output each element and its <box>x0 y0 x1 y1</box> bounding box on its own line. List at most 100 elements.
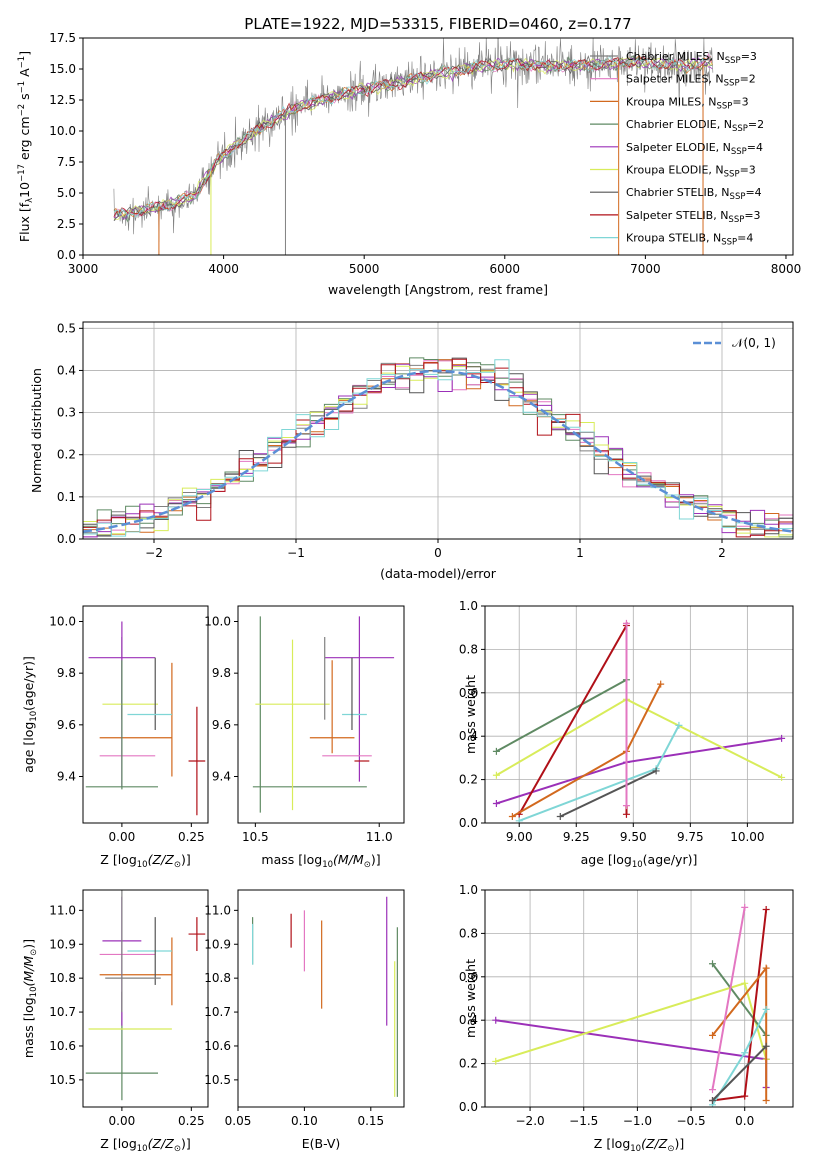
age_weight-ylabel: mass weight <box>463 675 478 754</box>
x-tick-label: 4000 <box>208 262 239 276</box>
y-tick-label: 10.0 <box>204 615 231 629</box>
y-tick-label: 0.0 <box>57 248 76 262</box>
y-tick-label: 0.4 <box>459 729 478 743</box>
ebv-mass-xlabel: E(B-V) <box>302 1136 341 1151</box>
weight-marker <box>762 1042 770 1050</box>
weight-marker <box>741 1092 749 1100</box>
y-tick-label: 0.2 <box>459 1057 478 1071</box>
weight-marker <box>556 812 564 820</box>
errorbar-point <box>188 917 206 952</box>
axes-frame <box>484 889 794 1108</box>
plot-area <box>85 890 206 1101</box>
y-tick-label: 0.2 <box>459 773 478 787</box>
weight-marker <box>709 1096 717 1104</box>
z-mass-xlabel: Z [log10(Z/Z⊙)] <box>100 1136 190 1154</box>
x-tick-label: −2 <box>145 546 163 560</box>
y-tick-label: 9.8 <box>57 666 76 680</box>
x-tick-label: 10.5 <box>242 830 269 844</box>
y-tick-label: 1.0 <box>459 599 478 613</box>
x-tick-label: 0 <box>434 546 442 560</box>
weight-line-chabrier_stelib <box>711 1045 767 1102</box>
weight-marker <box>675 721 683 729</box>
spectrum-title: PLATE=1922, MJD=53315, FIBERID=0460, z=0… <box>244 15 631 33</box>
weight-marker <box>622 619 630 627</box>
y-tick-label: 0.5 <box>57 321 76 335</box>
x-tick-label: −1.5 <box>569 1114 598 1128</box>
residuals-xlabel: (data-model)/error <box>380 566 497 581</box>
y-tick-label: 10.9 <box>49 937 76 951</box>
weight-marker <box>741 903 749 911</box>
y-tick-label: 1.0 <box>459 883 478 897</box>
y-tick-label: 0.0 <box>57 532 76 546</box>
weight-marker <box>762 906 770 914</box>
errorbar-point <box>188 706 206 816</box>
age-weight-xlabel: age [log10(age/yr)] <box>581 852 698 870</box>
x-tick-label: −2.0 <box>516 1114 545 1128</box>
y-tick-label: 12.5 <box>49 93 76 107</box>
x-tick-label: 0.05 <box>225 1114 252 1128</box>
weight-marker <box>492 1016 500 1024</box>
y-tick-label: 10.7 <box>49 1005 76 1019</box>
x-tick-label: 3000 <box>68 262 99 276</box>
plot-area <box>492 619 786 823</box>
mass-age-xlabel: mass [log10(M/M⊙)] <box>261 852 380 870</box>
y-tick-label: 10.0 <box>49 615 76 629</box>
x-tick-label: 0.0 <box>735 1114 754 1128</box>
y-tick-label: 11.0 <box>204 903 231 917</box>
y-tick-label: 10.5 <box>204 1073 231 1087</box>
x-tick-label: 0.10 <box>291 1114 318 1128</box>
plot-area <box>492 903 770 1107</box>
y-tick-label: 0.4 <box>459 1013 478 1027</box>
spectrum-data-line <box>113 38 714 242</box>
x-tick-label: 0.15 <box>357 1114 384 1128</box>
weight-marker <box>709 960 717 968</box>
weight-marker <box>762 1096 770 1104</box>
y-tick-label: 10.7 <box>204 1005 231 1019</box>
y-tick-label: 0.4 <box>57 363 76 377</box>
x-tick-label: −1 <box>287 546 305 560</box>
weight-marker <box>657 680 665 688</box>
ebv-mass-panel: 0.05 0.10 0.15 10.5 10.6 10.7 10.8 10.9 11.0 E(B-… <box>204 889 405 1151</box>
weight-marker <box>778 734 786 742</box>
y-tick-label: 10.6 <box>49 1039 76 1053</box>
y-tick-label: 0.6 <box>459 970 478 984</box>
weight-marker <box>652 767 660 775</box>
y-tick-label: 0.2 <box>57 448 76 462</box>
weight-line-salpeter_elodie <box>496 737 782 805</box>
mass-age-panel: 10.5 11.0 9.4 9.6 9.8 10.0 mass [log10(M/M⊙)] <box>204 605 405 870</box>
y-tick-label: 10.6 <box>204 1039 231 1053</box>
weight-marker <box>709 1086 717 1094</box>
legend-label-kroupa_elodie: Kroupa ELODIE, NSSP=3 <box>626 164 756 180</box>
y-tick-label: 9.4 <box>212 770 231 784</box>
x-tick-label: 9.75 <box>677 830 704 844</box>
weight-marker <box>622 802 630 810</box>
x-tick-label: 6000 <box>490 262 521 276</box>
x-tick-label: 9.50 <box>620 830 647 844</box>
x-tick-label: 0.00 <box>109 1114 136 1128</box>
plot-area <box>252 616 395 813</box>
y-tick-label: 9.8 <box>212 666 231 680</box>
legend-label-salpeter_elodie: Salpeter ELODIE, NSSP=4 <box>626 141 763 157</box>
plot-area <box>83 357 793 538</box>
z-mass-panel: 0.00 0.25 10.5 10.6 10.7 10.8 10.9 11.0 Z [log10… <box>21 889 209 1154</box>
weight-line-kroupa_elodie <box>495 698 783 779</box>
weight-line-chabrier_elodie <box>711 963 767 1036</box>
y-tick-label: 0.6 <box>459 686 478 700</box>
weight-marker <box>492 771 500 779</box>
histogram-salpeter_stelib <box>83 358 793 538</box>
axes-frame <box>82 605 209 824</box>
z-age-ylabel: age [log10(age/yr)] <box>21 656 39 773</box>
weight-line-kroupa_elodie <box>495 982 768 1063</box>
axes-frame <box>237 605 405 824</box>
y-tick-label: 9.6 <box>57 718 76 732</box>
weight-marker <box>515 817 523 823</box>
weight-marker <box>492 1057 500 1065</box>
legend-label-chabrier_elodie: Chabrier ELODIE, NSSP=2 <box>626 118 764 134</box>
z-mass-ylabel: mass [log10(M/M⊙)] <box>21 939 39 1058</box>
weight-line-salpeter_elodie <box>495 1019 768 1088</box>
age-weight-panel: 9.00 9.25 9.50 9.75 10.00 0.0 0.2 0.4 0.6 0.8 1.0 m… <box>459 599 794 870</box>
weight-marker <box>741 979 749 987</box>
z_weight-ylabel: mass weight <box>463 959 478 1038</box>
y-tick-label: 15.0 <box>49 62 76 76</box>
x-tick-label: 9.00 <box>506 830 533 844</box>
